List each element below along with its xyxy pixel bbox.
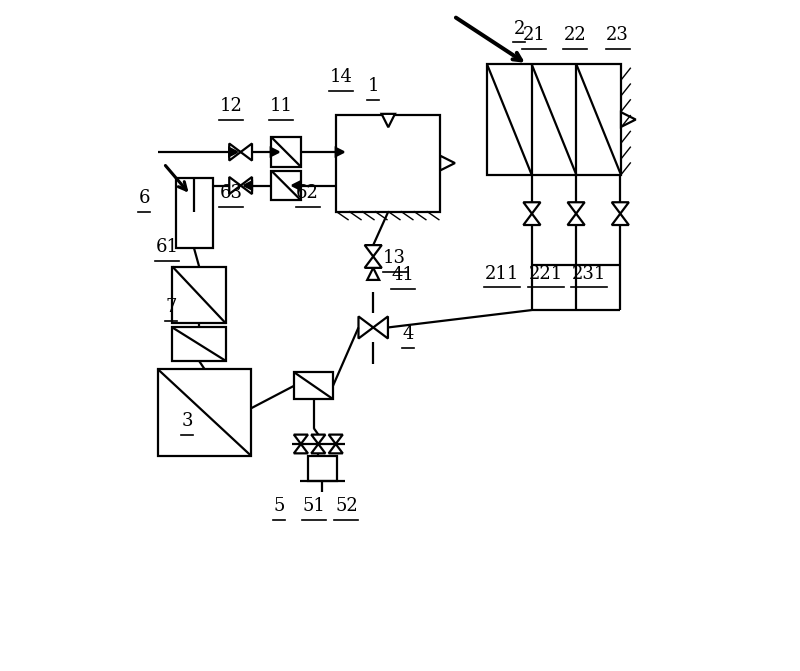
Polygon shape bbox=[523, 202, 541, 213]
Text: 7: 7 bbox=[166, 298, 177, 316]
Polygon shape bbox=[244, 181, 252, 189]
Text: 41: 41 bbox=[392, 266, 414, 284]
Polygon shape bbox=[329, 444, 342, 454]
Text: 61: 61 bbox=[155, 238, 178, 256]
Text: 6: 6 bbox=[138, 189, 150, 207]
Text: 3: 3 bbox=[182, 412, 193, 430]
Polygon shape bbox=[311, 435, 326, 444]
Text: 1: 1 bbox=[367, 77, 379, 95]
Text: 211: 211 bbox=[485, 264, 519, 282]
Polygon shape bbox=[294, 444, 308, 454]
Polygon shape bbox=[270, 148, 279, 156]
Polygon shape bbox=[336, 148, 344, 156]
Polygon shape bbox=[365, 245, 382, 256]
Polygon shape bbox=[612, 202, 629, 213]
Polygon shape bbox=[358, 317, 374, 338]
Polygon shape bbox=[382, 114, 395, 127]
Text: 221: 221 bbox=[529, 264, 563, 282]
Polygon shape bbox=[241, 144, 252, 160]
Polygon shape bbox=[230, 177, 241, 194]
Text: 231: 231 bbox=[572, 264, 606, 282]
Text: 22: 22 bbox=[564, 26, 587, 44]
Text: 62: 62 bbox=[296, 185, 319, 202]
Polygon shape bbox=[329, 435, 342, 444]
Polygon shape bbox=[612, 213, 629, 225]
Polygon shape bbox=[230, 144, 241, 160]
Polygon shape bbox=[311, 444, 326, 454]
Text: 12: 12 bbox=[220, 97, 242, 115]
Text: 21: 21 bbox=[522, 26, 546, 44]
Text: 51: 51 bbox=[303, 497, 326, 515]
Bar bbox=[336, 115, 440, 211]
Text: 52: 52 bbox=[335, 497, 358, 515]
Text: 2: 2 bbox=[514, 19, 525, 38]
Bar bbox=[271, 171, 301, 200]
Text: 23: 23 bbox=[606, 26, 629, 44]
Text: 4: 4 bbox=[402, 325, 414, 343]
Polygon shape bbox=[292, 181, 300, 189]
Bar bbox=[172, 327, 226, 361]
Polygon shape bbox=[230, 148, 238, 156]
Text: 63: 63 bbox=[220, 185, 242, 202]
Bar bbox=[176, 178, 213, 248]
Text: 11: 11 bbox=[270, 97, 292, 115]
Bar bbox=[271, 138, 301, 167]
Bar bbox=[294, 372, 333, 399]
Text: 5: 5 bbox=[274, 497, 285, 515]
Polygon shape bbox=[621, 112, 636, 127]
Bar bbox=[172, 266, 226, 323]
Bar bbox=[307, 456, 337, 482]
Polygon shape bbox=[294, 435, 308, 444]
Polygon shape bbox=[523, 213, 541, 225]
Polygon shape bbox=[567, 213, 585, 225]
Text: 13: 13 bbox=[383, 249, 406, 267]
Polygon shape bbox=[374, 317, 388, 338]
Bar bbox=[487, 64, 621, 174]
Bar bbox=[158, 369, 251, 456]
Text: 14: 14 bbox=[330, 68, 353, 87]
Polygon shape bbox=[241, 177, 252, 194]
Polygon shape bbox=[367, 268, 379, 280]
Polygon shape bbox=[440, 156, 455, 170]
Polygon shape bbox=[567, 202, 585, 213]
Polygon shape bbox=[365, 256, 382, 268]
